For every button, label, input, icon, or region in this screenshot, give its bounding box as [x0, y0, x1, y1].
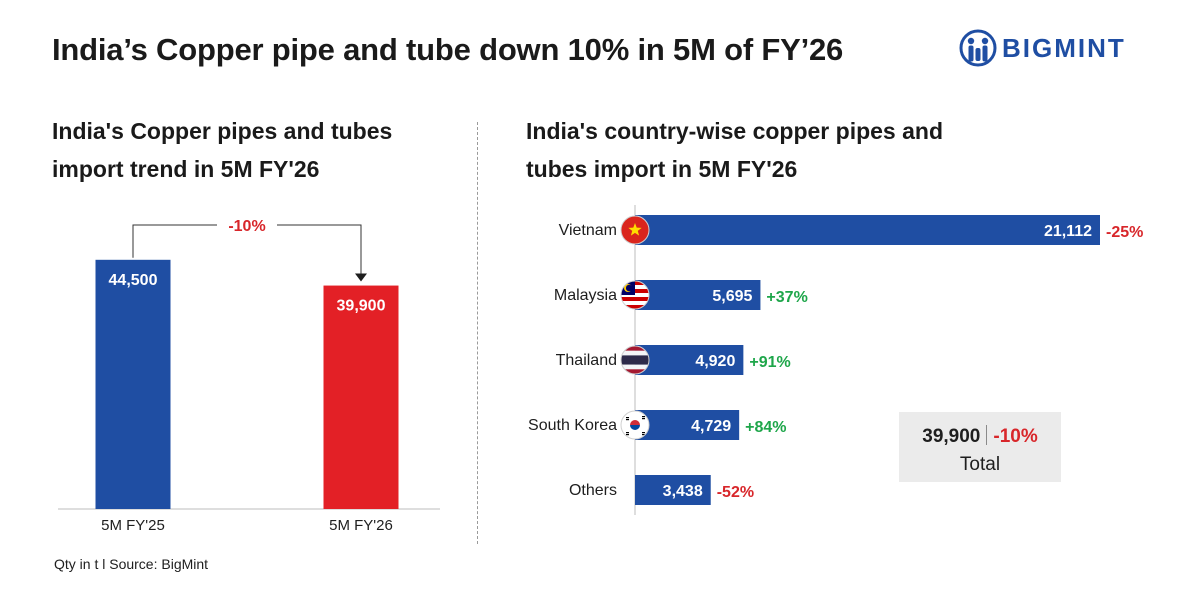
malaysia-flag-icon: [620, 280, 650, 310]
country-label: Vietnam: [559, 222, 617, 239]
trend-bar-value: 44,500: [109, 272, 158, 289]
trend-bar: [95, 259, 171, 509]
country-bar: [635, 345, 744, 375]
total-summary-box: 39,900 -10% Total: [899, 412, 1061, 482]
total-change: -10%: [993, 426, 1038, 447]
country-bar-value: 5,695: [712, 288, 752, 305]
country-change-label: +91%: [749, 354, 790, 371]
country-bar: [635, 280, 761, 310]
country-bar-value: 21,112: [1044, 223, 1092, 240]
total-value: 39,900: [922, 426, 981, 447]
trend-bar-chart: 44,500 5M FY'25 39,900 5M FY'26 -10%: [58, 214, 440, 534]
trend-category-label: 5M FY'26: [329, 517, 393, 534]
trend-bar-value: 39,900: [337, 298, 386, 315]
logo-text: BIGMINT: [1002, 33, 1126, 63]
country-change-label: -25%: [1106, 224, 1143, 241]
country-bar: [635, 475, 711, 505]
country-change-label: -52%: [717, 484, 754, 501]
country-label: South Korea: [528, 417, 617, 434]
country-label: Others: [569, 482, 617, 499]
panel-divider: [477, 122, 478, 544]
country-label: Thailand: [556, 352, 617, 369]
country-change-label: +84%: [745, 419, 786, 436]
trend-change-label: -10%: [228, 218, 265, 235]
page-title: India’s Copper pipe and tube down 10% in…: [52, 32, 844, 67]
country-change-label: +37%: [766, 289, 807, 306]
country-bar: [635, 215, 1100, 245]
vietnam-flag-icon: [620, 215, 650, 245]
source-footnote: Qty in t l Source: BigMint: [54, 556, 209, 572]
brand-logo: BIGMINT: [958, 28, 1158, 68]
bigmint-logo-icon: [959, 29, 997, 67]
south-korea-flag-icon: [620, 410, 650, 440]
country-bar-value: 4,729: [691, 418, 731, 435]
thailand-flag-icon: [620, 345, 650, 375]
country-bar-value: 4,920: [695, 353, 735, 370]
country-chart-title: India's country-wise copper pipes and tu…: [526, 118, 943, 182]
country-bar-value: 3,438: [663, 483, 703, 500]
total-separator: [986, 425, 988, 445]
total-label: Total: [959, 454, 1001, 475]
country-label: Malaysia: [554, 287, 617, 304]
change-label-bg: [217, 214, 277, 236]
down-arrow-icon: [355, 273, 367, 282]
trend-category-label: 5M FY'25: [101, 517, 165, 534]
trend-chart-title: India's Copper pipes and tubes import tr…: [52, 118, 393, 182]
country-bar: [635, 410, 740, 440]
trend-bar: [323, 285, 399, 509]
